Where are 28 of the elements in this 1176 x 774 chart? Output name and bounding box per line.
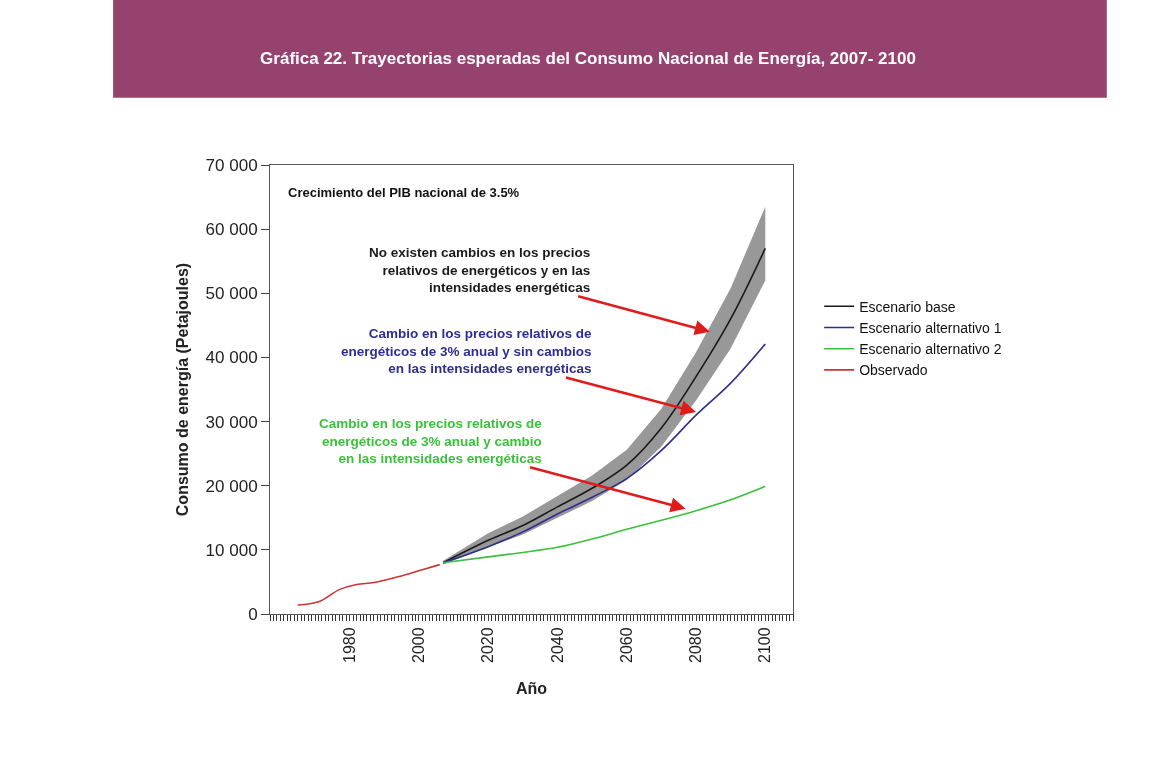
legend-label: Escenario alternativo 1 (859, 319, 1002, 336)
annotation: No existen cambios en los precios relativos de energéticos y en las intensidades energéticas (369, 245, 591, 296)
y-tick-label: 30 000 (205, 412, 258, 432)
line-series (442, 485, 767, 564)
y-axis-title: Consumo de energía (Petajoules) (174, 262, 192, 517)
x-tick-label: 2100 (756, 627, 774, 663)
y-tick-label: 60 000 (205, 220, 258, 240)
x-tick-label: 2060 (617, 627, 635, 663)
legend-label: Escenario base (859, 298, 956, 315)
x-tick-label: 2080 (687, 627, 705, 663)
x-tick-label: 1980 (340, 627, 358, 663)
line-series (296, 563, 441, 606)
x-tick-label: 2000 (410, 627, 428, 663)
y-tick-label: 0 (248, 604, 258, 624)
annotation: Crecimiento del PIB nacional de 3.5% (288, 185, 520, 200)
annotation: Cambio en los precios relativos de energéticos de 3% anual y cambio en las intensidades energéticas (319, 416, 543, 467)
legend-label: Escenario alternativo 2 (859, 341, 1002, 358)
annotation: Cambio en los precios relativos de energéticos de 3% anual y sin cambios en las intensidades energéticas (341, 326, 593, 377)
y-tick-label: 20 000 (205, 476, 258, 496)
y-tick-label: 10 000 (205, 540, 258, 560)
legend-label: Observado (859, 362, 928, 379)
x-axis-title: Año (515, 679, 548, 697)
x-tick-label: 2040 (548, 627, 566, 663)
chart-title: Gráfica 22. Trayectorias esperadas del Consumo Nacional de Energía, 2007- 2100 (260, 49, 916, 68)
y-tick-label: 50 000 (205, 284, 258, 304)
y-tick-label: 70 000 (205, 155, 258, 175)
x-tick-label: 2020 (479, 627, 497, 663)
y-tick-label: 40 000 (205, 348, 258, 368)
